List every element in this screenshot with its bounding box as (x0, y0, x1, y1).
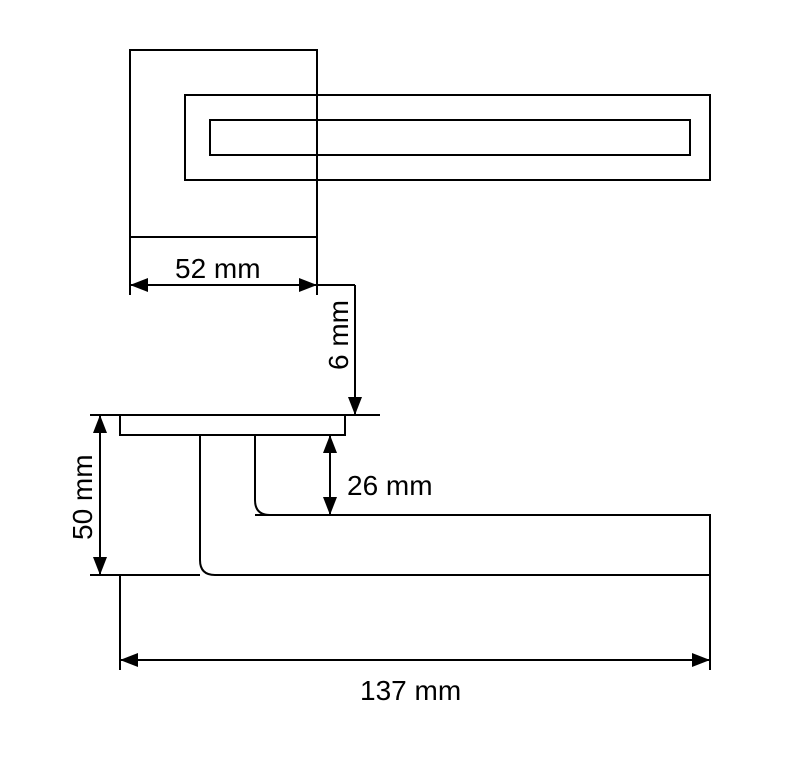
svg-text:137 mm: 137 mm (360, 675, 461, 706)
svg-text:50 mm: 50 mm (67, 454, 98, 540)
svg-text:6 mm: 6 mm (323, 300, 354, 370)
svg-text:52 mm: 52 mm (175, 253, 261, 284)
svg-text:26 mm: 26 mm (347, 470, 433, 501)
